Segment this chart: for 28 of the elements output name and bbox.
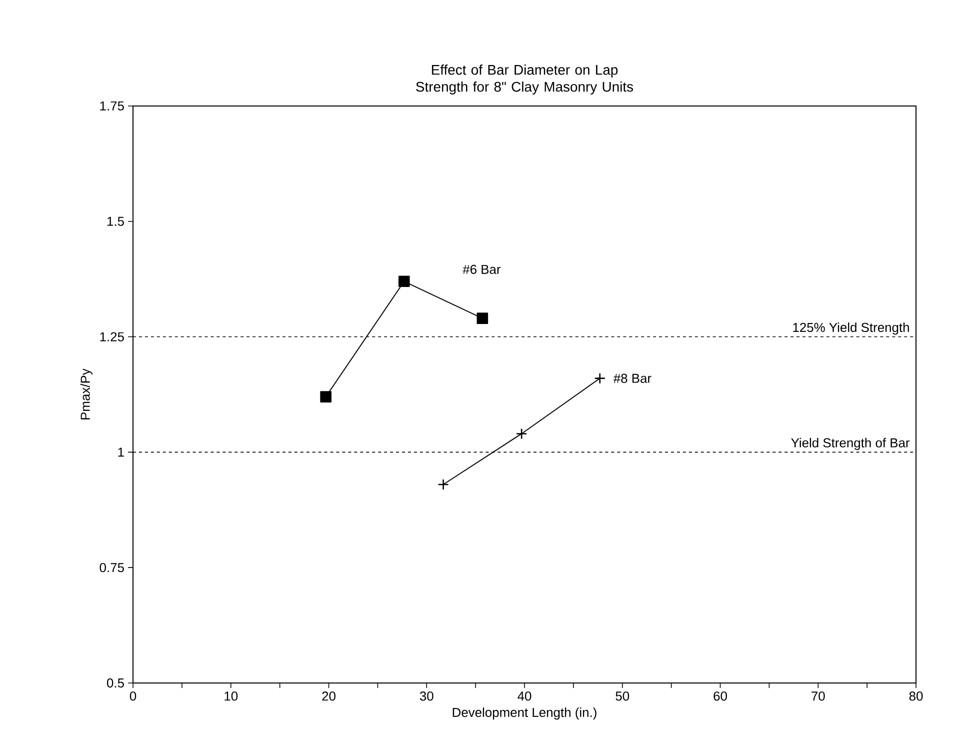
point [516,428,528,440]
x-tick-label: 60 [714,692,727,701]
y-tick-label: 1.5 [107,216,124,226]
point [438,478,449,490]
series-label: #8 Bar [613,374,652,383]
x-tick-label: 40 [518,692,532,701]
point [398,276,410,288]
point [320,391,332,402]
x-tick-label: 50 [616,692,630,701]
chart-title: Effect of Bar Diameter on Lap Strength for 8" Clay Masonry Units [416,64,634,94]
x-tick-label: 70 [812,692,825,701]
y-tick-label: 0.75 [100,562,124,572]
y-tick-label: 1.75 [100,101,124,110]
ref-line-label: 125% Yield Strength [793,322,909,335]
y-tick-label: 1 [118,448,124,457]
x-tick-label: 0 [130,692,136,701]
ref-line-label: Yield Strength of Bar [791,438,910,450]
text: #6 Bar [462,264,501,274]
x-tick-label: 80 [909,692,923,701]
x-axis-title: Development Length (in.) [452,708,596,720]
y-axis-title: Pmax/Py [80,368,92,420]
x-tick-label: 30 [420,692,434,701]
x-tick-label: 20 [322,692,336,701]
x-tick-label: 10 [224,692,238,701]
point [476,312,488,324]
point [594,372,606,384]
y-tick-label: 0.5 [106,678,124,688]
y-tick-label: 1.25 [100,332,124,342]
